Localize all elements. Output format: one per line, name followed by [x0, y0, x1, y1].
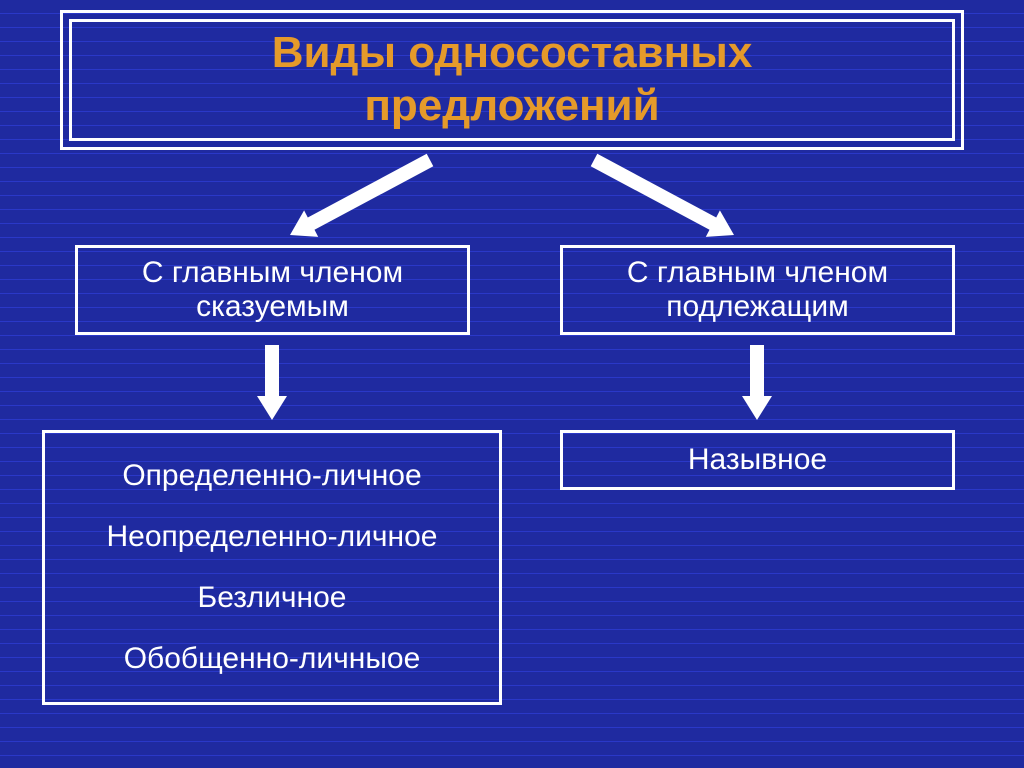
list-right: Назывное [560, 430, 955, 490]
list-left-item: Неопределенно-личное [106, 520, 437, 554]
branch-left: С главным членом сказуемым [75, 245, 470, 335]
branch-right: С главным членом подлежащим [560, 245, 955, 335]
branch-left-line2: сказуемым [196, 290, 349, 325]
branch-right-line1: С главным членом [627, 256, 888, 291]
branch-left-line1: С главным членом [142, 256, 403, 291]
arrow [290, 154, 433, 237]
title-line2: предложений [364, 81, 659, 130]
title-box-outer: Виды односоставных предложений [60, 10, 964, 150]
arrow [257, 345, 287, 420]
arrow [591, 154, 734, 237]
title-text: Виды односоставных предложений [272, 27, 753, 133]
arrow [742, 345, 772, 420]
list-left-item: Обобщенно-личныое [124, 642, 421, 676]
branch-right-line2: подлежащим [666, 290, 848, 325]
diagram-canvas: Виды односоставных предложений С главным… [0, 0, 1024, 768]
title-box-inner: Виды односоставных предложений [69, 19, 955, 141]
list-left-item: Безличное [198, 581, 347, 615]
list-right-item: Назывное [688, 443, 827, 477]
list-left: Определенно-личное Неопределенно-личное Бе… [42, 430, 502, 705]
list-left-item: Определенно-личное [122, 459, 421, 493]
title-line1: Виды односоставных [272, 28, 753, 77]
